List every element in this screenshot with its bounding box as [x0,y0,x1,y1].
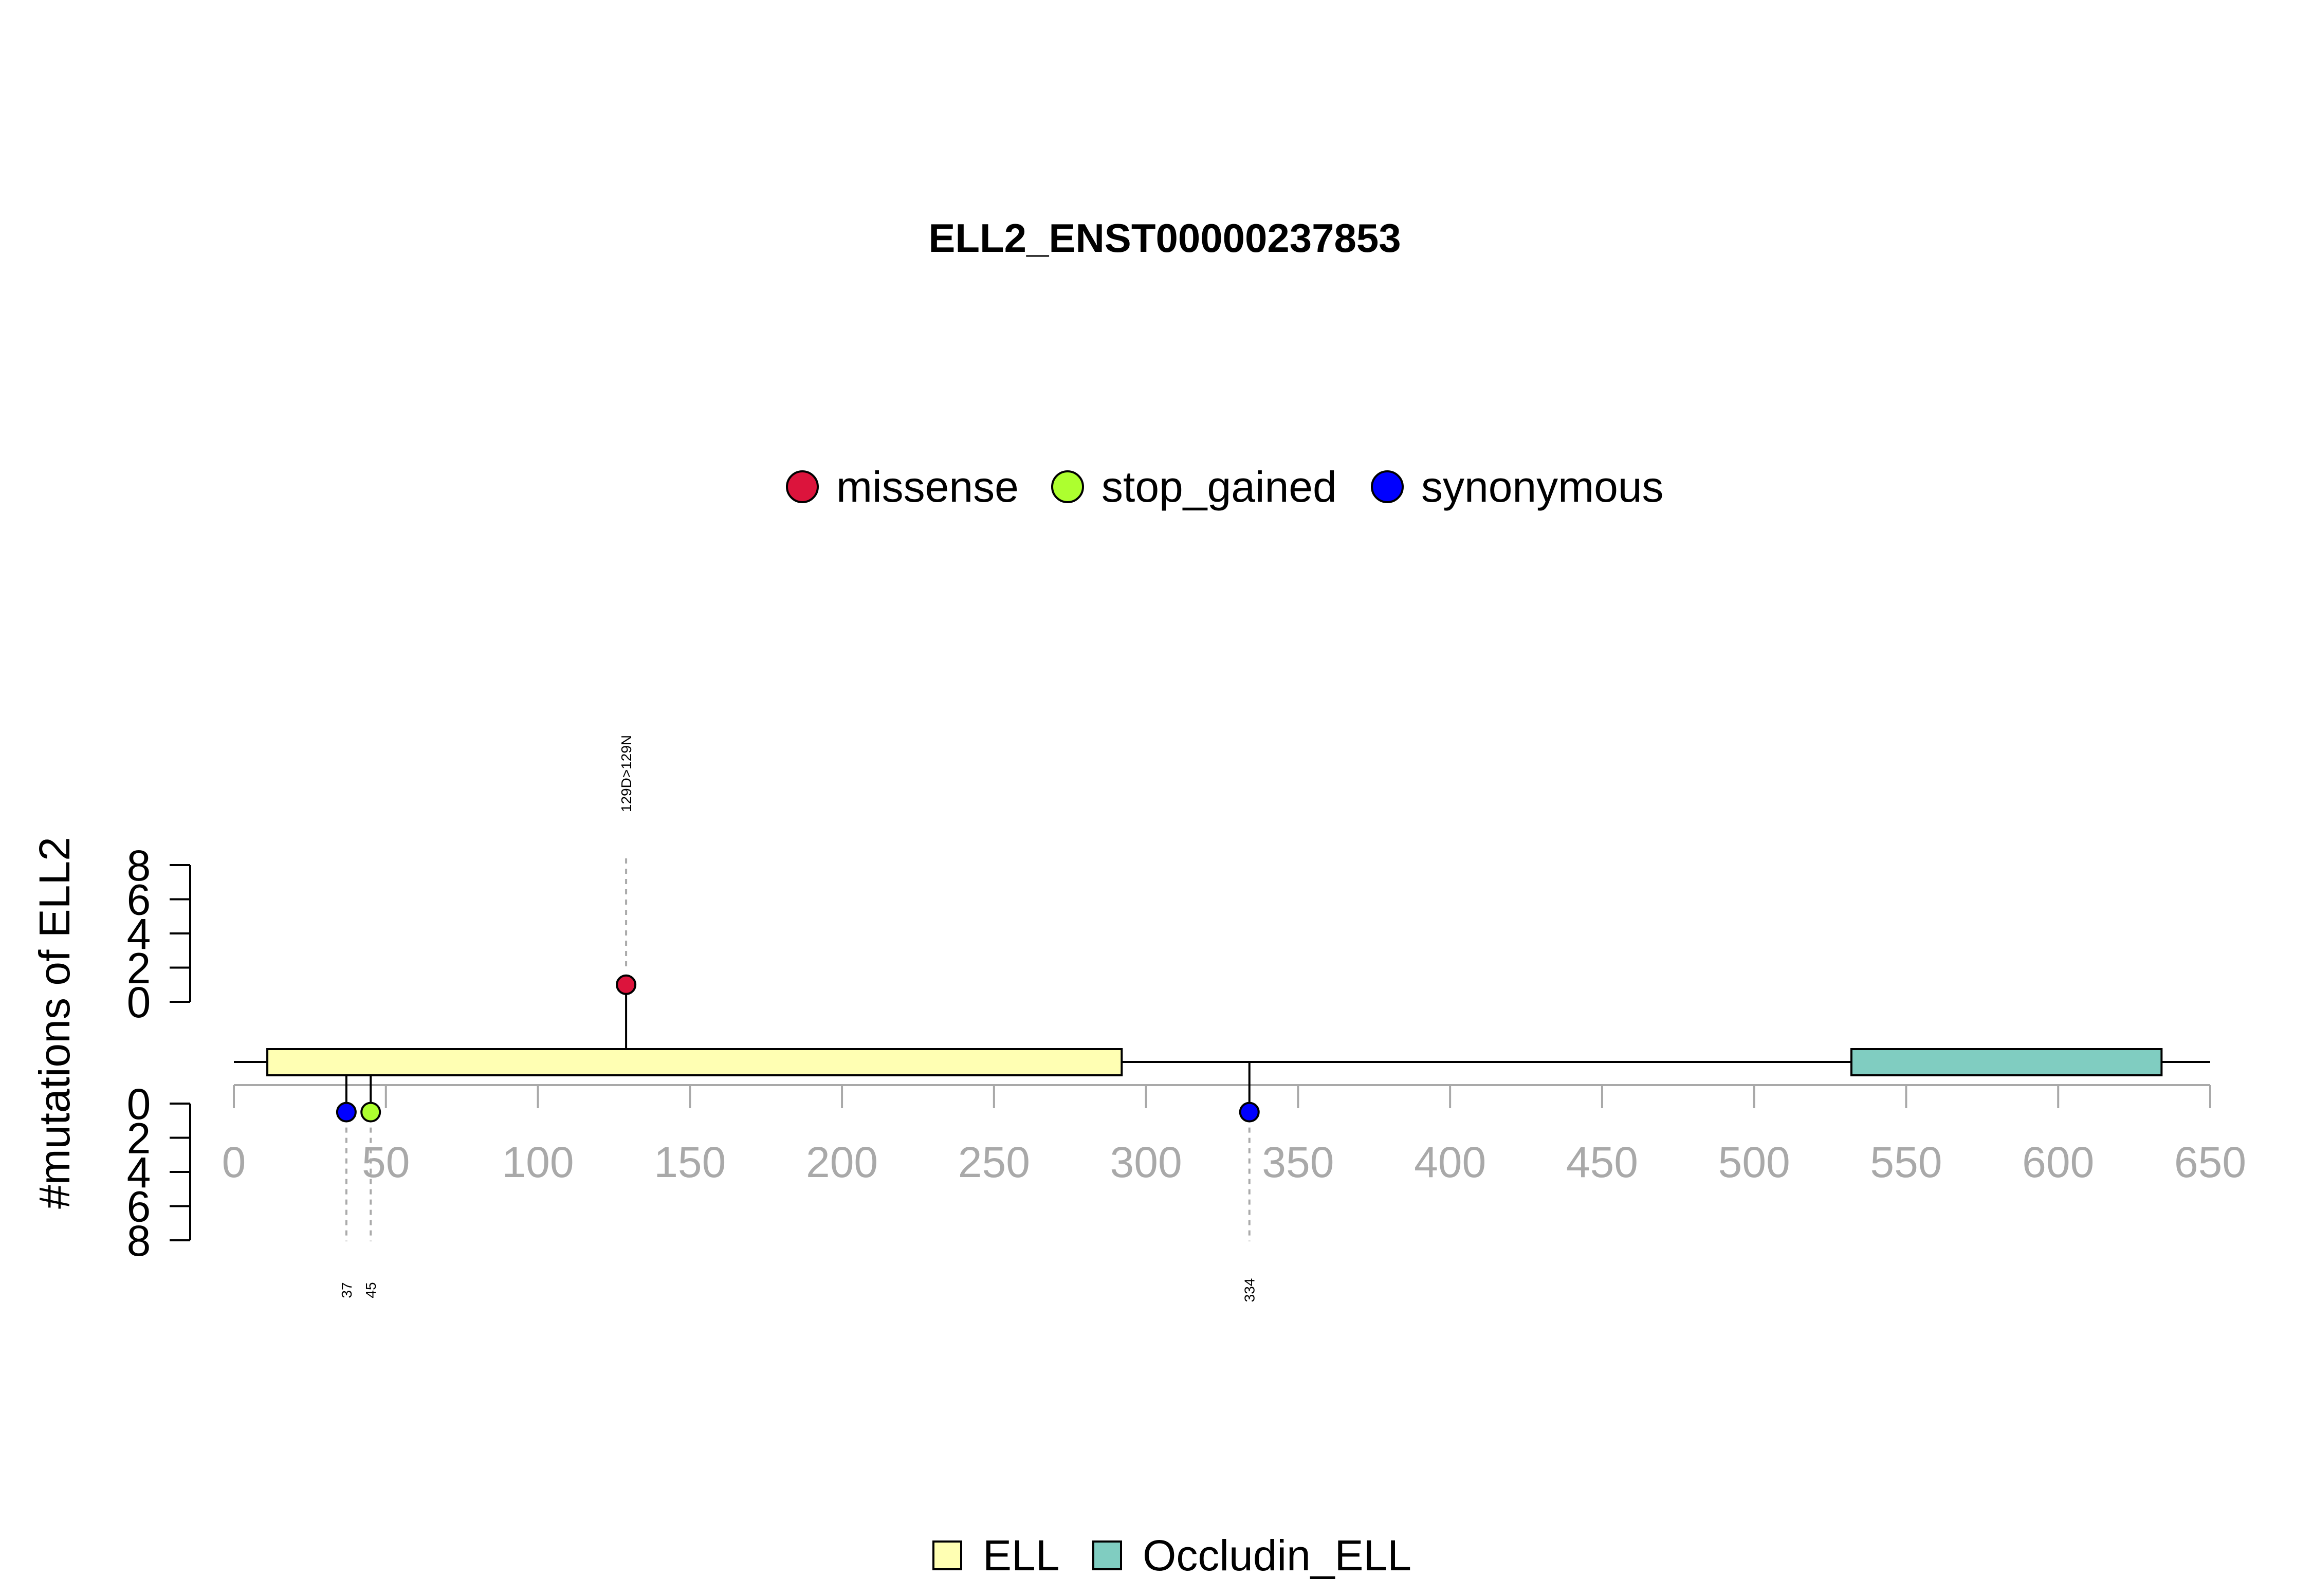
mutation-legend: missense stop_gained synonymous [786,463,1664,511]
x-tick-label: 550 [1870,1138,1942,1186]
top-y-tick-label: 6 [127,876,151,924]
legend-label-missense: missense [836,463,1019,511]
x-tick-label: 600 [2022,1138,2094,1186]
x-tick-label: 100 [502,1138,574,1186]
bottom-y-tick-label: 6 [127,1183,151,1231]
mutation-label: 37 [339,1282,355,1298]
mutation-label: 334 [1242,1278,1258,1303]
mutation-lollipops: 37 45 129D>129N 334 [336,735,1260,1303]
x-tick-label: 400 [1414,1138,1486,1186]
top-y-tick-label: 4 [127,910,151,958]
legend-label-stop_gained: stop_gained [1102,463,1337,511]
mutation-point-stop_gained [360,1102,381,1123]
x-tick-label: 500 [1718,1138,1790,1186]
y-axis-label: #mutations of ELL2 [30,837,79,1209]
mutation-point-synonymous [336,1102,357,1123]
domain-box-ELL [266,1048,1123,1076]
mutation-label: 129D>129N [618,735,634,812]
mutation-point-missense [616,974,637,995]
legend-label-Occludin_ELL: Occludin_ELL [1143,1531,1411,1580]
domain-box-Occludin_ELL [1850,1048,2163,1076]
x-tick-label: 250 [958,1138,1030,1186]
bottom-y-tick-label: 2 [127,1114,151,1163]
legend-swatch-Occludin_ELL [1092,1540,1122,1570]
bottom-y-tick-label: 4 [127,1148,151,1197]
domain-boxes [266,1048,2163,1076]
top-y-tick-label: 2 [127,944,151,993]
x-tick-label: 50 [362,1138,410,1186]
x-tick-label: 200 [806,1138,878,1186]
mutation-point-synonymous [1239,1102,1260,1123]
x-tick-label: 0 [222,1138,246,1186]
top-y-tick-label: 8 [127,841,151,890]
bottom-y-tick-label: 0 [127,1080,151,1128]
legend-marker-missense [786,470,819,503]
legend-marker-synonymous [1371,470,1404,503]
x-tick-label: 350 [1262,1138,1334,1186]
bottom-y-tick-label: 8 [127,1217,151,1265]
top-y-tick-label: 0 [127,978,151,1026]
legend-swatch-ELL [932,1540,962,1570]
chart-title: ELL2_ENST00000237853 [928,215,1401,261]
legend-label-ELL: ELL [983,1531,1059,1580]
x-tick-label: 300 [1110,1138,1182,1186]
legend-marker-stop_gained [1051,470,1084,503]
x-axis: 0 50 100 150 200 250 300 350 400 450 500 550 600 650 [222,1084,2246,1186]
mutation-label: 45 [363,1282,379,1298]
x-tick-label: 450 [1566,1138,1638,1186]
legend-label-synonymous: synonymous [1421,463,1664,511]
x-tick-label: 150 [654,1138,726,1186]
domain-legend: ELL Occludin_ELL [932,1531,1411,1580]
x-tick-label: 650 [2174,1138,2246,1186]
